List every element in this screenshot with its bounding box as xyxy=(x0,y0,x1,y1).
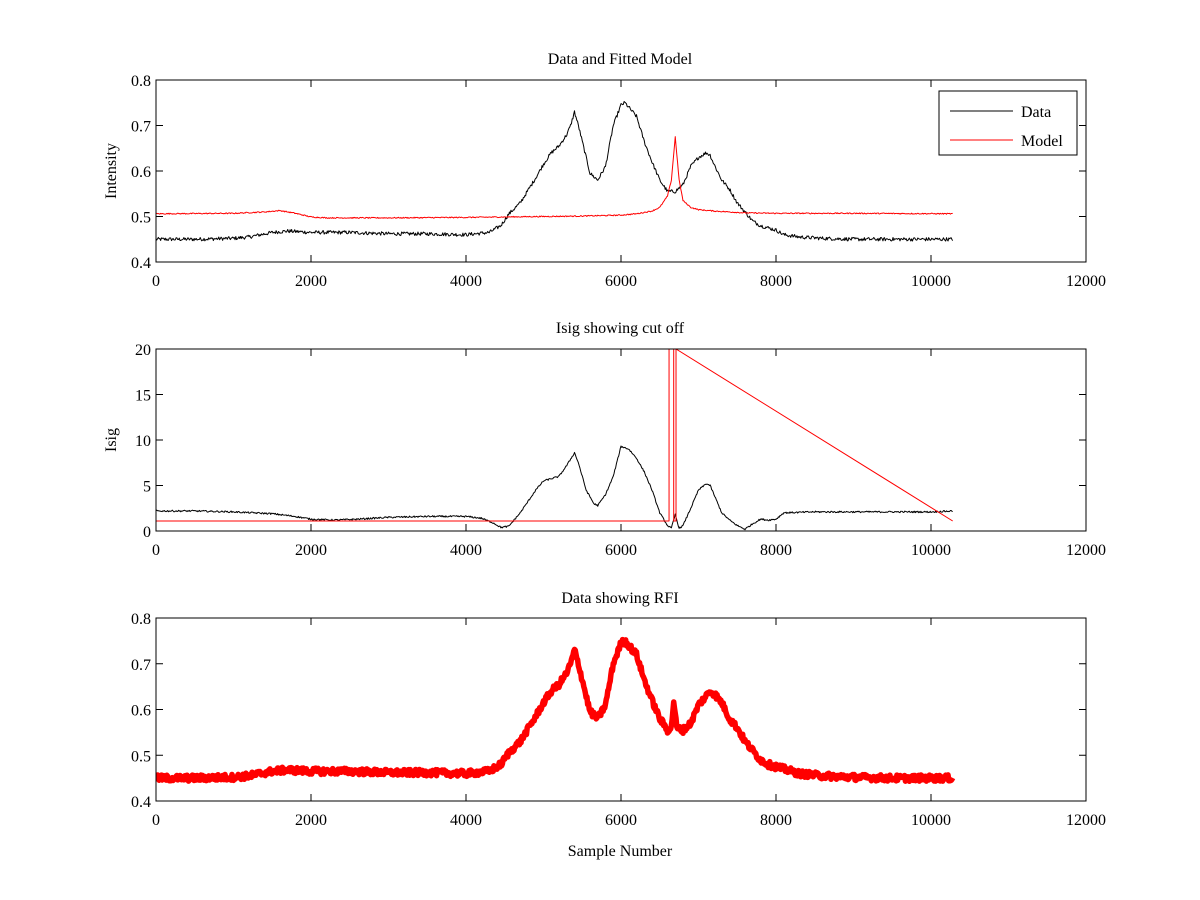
legend: Data Model xyxy=(938,90,1078,156)
x-tick-label: 4000 xyxy=(450,273,482,290)
y-tick-label: 0.5 xyxy=(131,210,151,227)
x-tick-label: 4000 xyxy=(450,812,482,829)
x-tick-label: 12000 xyxy=(1066,812,1106,829)
y-tick-label: 0.8 xyxy=(131,73,151,90)
y-tick-label: 10 xyxy=(135,433,151,450)
x-tick-label: 6000 xyxy=(605,542,637,559)
y-tick-label: 0.7 xyxy=(131,657,151,674)
x-tick-label: 6000 xyxy=(605,273,637,290)
x-tick-label: 8000 xyxy=(760,273,792,290)
y-tick-label: 0.4 xyxy=(131,255,151,272)
y-tick-label: 0.4 xyxy=(131,794,151,811)
y-tick-label: 0.6 xyxy=(131,703,151,720)
x-tick-label: 10000 xyxy=(911,273,951,290)
y-tick-label: 0.6 xyxy=(131,164,151,181)
x-tick-label: 6000 xyxy=(605,812,637,829)
plot-area-frame xyxy=(155,79,1087,263)
legend-label-model: Model xyxy=(1021,133,1063,150)
x-tick-label: 10000 xyxy=(911,542,951,559)
series-line-data-with-rfi xyxy=(156,636,956,784)
x-tick-label: 2000 xyxy=(295,542,327,559)
x-axis-label: Sample Number xyxy=(568,843,673,860)
legend-label-data: Data xyxy=(1021,104,1051,121)
series-layer xyxy=(156,636,956,784)
x-tick-label: 12000 xyxy=(1066,542,1106,559)
plot-area-frame xyxy=(155,617,1087,802)
y-axis-label: Intensity xyxy=(103,143,120,199)
y-tick-label: 0 xyxy=(143,524,151,541)
x-tick-label: 8000 xyxy=(760,542,792,559)
y-axis-label: Isig xyxy=(103,428,120,452)
y-tick-label: 20 xyxy=(135,342,151,359)
tick-layer: 0 2000 4000 6000 8000 10000 12000 0.4 0.5 0.6 0.7 0… xyxy=(131,73,1106,290)
x-tick-label: 0 xyxy=(152,273,160,290)
x-tick-label: 0 xyxy=(152,542,160,559)
panel-title: Data and Fitted Model xyxy=(548,51,693,68)
y-tick-label: 5 xyxy=(143,479,151,496)
series-line-model xyxy=(156,136,953,219)
x-tick-label: 2000 xyxy=(295,273,327,290)
series-layer xyxy=(156,101,954,242)
panel-title: Data showing RFI xyxy=(561,590,678,607)
series-line-isig xyxy=(156,445,953,531)
tick-layer: 0 2000 4000 6000 8000 10000 12000 0.4 0.5 0.6 0.7 0… xyxy=(131,611,1106,829)
x-tick-label: 12000 xyxy=(1066,273,1106,290)
panel-isig-showing-cut-off: Isig showing cut off Isig 0 2000 4000 6000 8… xyxy=(103,320,1106,559)
panel-data-and-fitted-model: Data and Fitted Model Intensity 0 2000 400… xyxy=(103,51,1106,290)
x-tick-label: 0 xyxy=(152,812,160,829)
series-line-data xyxy=(156,101,954,242)
plot-area-frame xyxy=(155,348,1087,532)
x-tick-label: 4000 xyxy=(450,542,482,559)
series-line-cut-off xyxy=(156,349,953,522)
x-tick-label: 2000 xyxy=(295,812,327,829)
x-tick-label: 8000 xyxy=(760,812,792,829)
y-tick-label: 0.5 xyxy=(131,748,151,765)
panel-title: Isig showing cut off xyxy=(556,320,685,337)
y-tick-label: 15 xyxy=(135,388,151,405)
y-tick-label: 0.8 xyxy=(131,611,151,628)
tick-layer: 0 2000 4000 6000 8000 10000 12000 0 5 10 15 20 xyxy=(135,342,1106,559)
y-tick-label: 0.7 xyxy=(131,119,151,136)
panel-data-showing-rfi: Data showing RFI 0 2000 4000 6000 8000 10000 1… xyxy=(131,590,1106,860)
legend-box xyxy=(938,90,1078,156)
series-layer xyxy=(156,349,953,531)
x-tick-label: 10000 xyxy=(911,812,951,829)
